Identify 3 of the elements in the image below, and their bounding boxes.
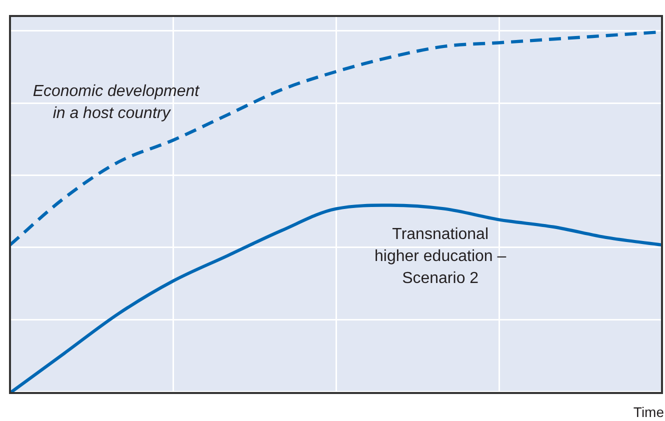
- x-axis-title: Time: [633, 404, 664, 420]
- series-label: Economic development in a host country: [32, 82, 200, 122]
- series-label: Transnational higher education – Scenario 2: [374, 226, 506, 288]
